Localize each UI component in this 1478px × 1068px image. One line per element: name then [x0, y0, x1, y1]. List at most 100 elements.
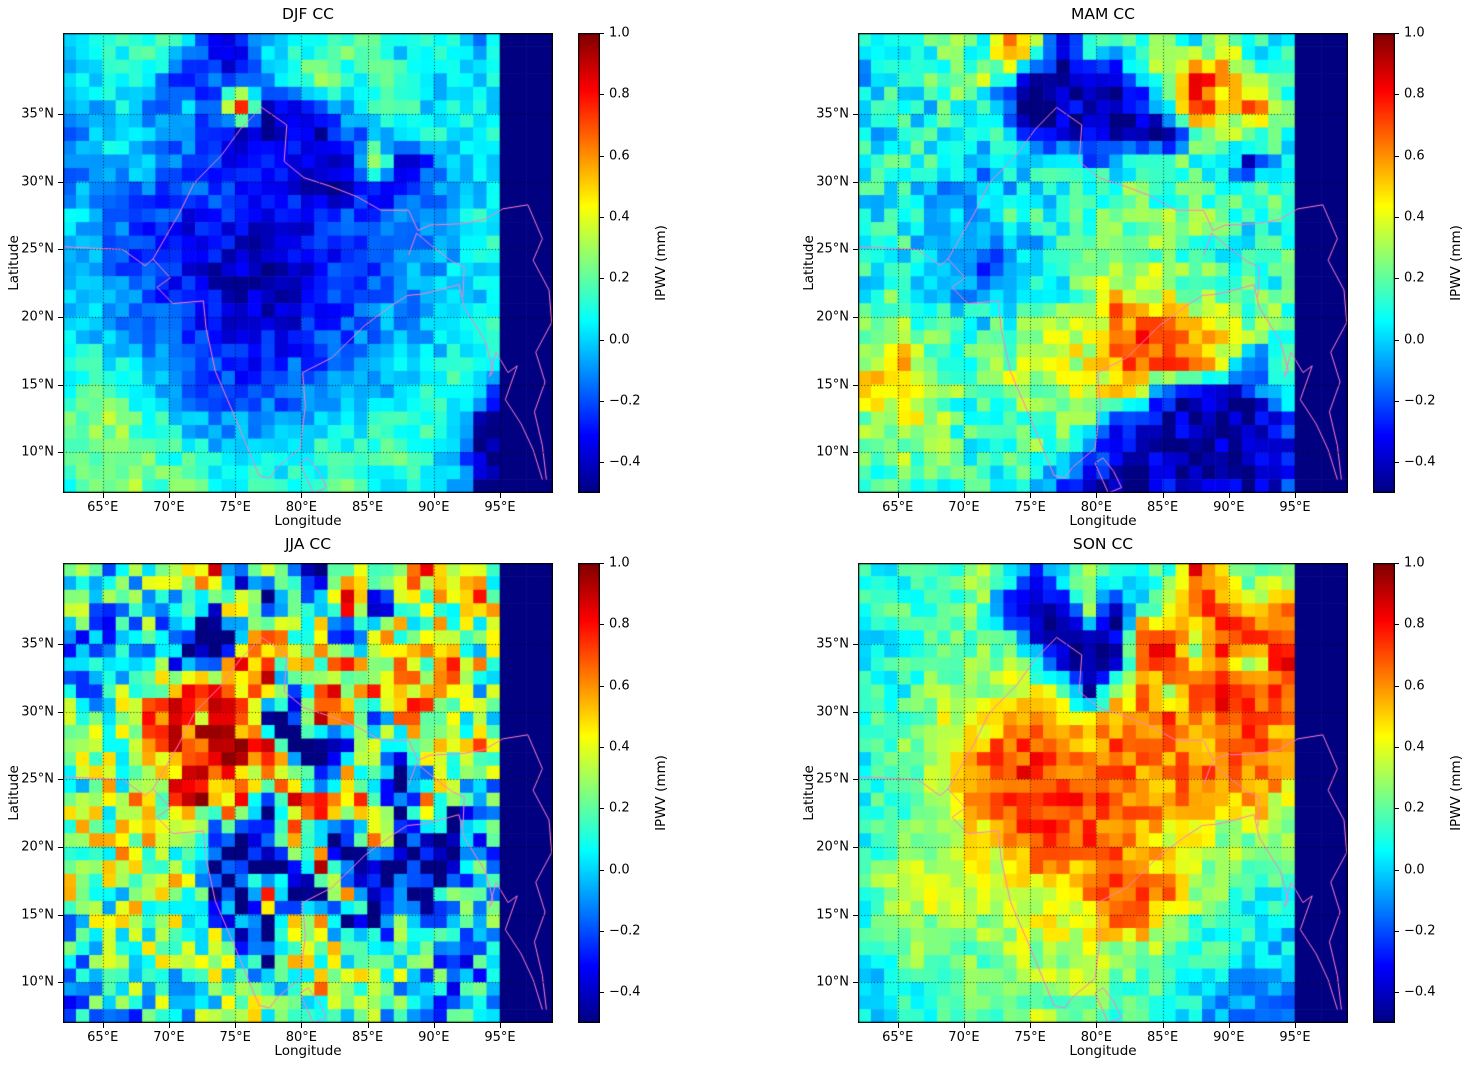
subplot-son: SON CC 35°N 30°N 25°N 20°N 15°N 10°N 65°E 70°E…	[801, 535, 1478, 1068]
x-tick-label: 75°E	[219, 500, 251, 515]
x-tick-mark	[1295, 1023, 1297, 1028]
y-tick-mark	[853, 249, 858, 251]
x-tick-label: 65°E	[87, 1030, 119, 1045]
x-tick-mark	[500, 493, 502, 498]
y-tick-label: 30°N	[21, 174, 54, 190]
y-tick-mark	[853, 982, 858, 984]
subplot-title-jja: JJA CC	[284, 535, 332, 553]
colorbar-gradient	[578, 563, 600, 1023]
colorbar-label: IPWV (mm)	[1448, 225, 1464, 301]
heatmap-canvas-jja	[63, 563, 553, 1023]
y-tick-mark	[58, 181, 63, 183]
y-tick-mark	[853, 711, 858, 713]
y-tick-label: 25°N	[21, 241, 54, 257]
colorbar-tick-mark	[600, 869, 604, 871]
y-tick-label: 35°N	[21, 636, 54, 652]
y-tick-mark	[58, 779, 63, 781]
colorbar-tick-mark	[600, 462, 604, 464]
x-tick-label: 70°E	[153, 500, 185, 515]
y-tick-mark	[853, 181, 858, 183]
colorbar-tick-mark	[600, 217, 604, 218]
x-tick-label: 80°E	[1080, 1030, 1113, 1045]
x-tick-mark	[367, 1023, 369, 1028]
colorbar-tick-label: 0.8	[1404, 86, 1425, 102]
colorbar-tick-label: 0.2	[1404, 270, 1425, 286]
y-tick-mark	[58, 384, 63, 386]
colorbar: 1.0 0.8 0.6 0.4 0.2 0.0 −0.2 −0.4 IPWV (mm)	[1373, 26, 1478, 493]
colorbar-ticks: 1.0 0.8 0.6 0.4 0.2 0.0 −0.2 −0.4	[600, 556, 664, 1023]
y-tick-label: 35°N	[21, 106, 54, 122]
colorbar-tick-label: 0.6	[609, 148, 630, 164]
colorbar-tick-label: −0.4	[1404, 984, 1436, 1000]
y-tick-label: 10°N	[816, 974, 849, 990]
y-tick-label: 35°N	[816, 636, 849, 652]
colorbar: 1.0 0.8 0.6 0.4 0.2 0.0 −0.2 −0.4 IPWV (mm)	[578, 26, 708, 493]
colorbar-tick-mark	[1395, 685, 1399, 687]
colorbar-ticks: 1.0 0.8 0.6 0.4 0.2 0.0 −0.2 −0.4	[1395, 26, 1459, 493]
y-tick-label: 25°N	[816, 241, 849, 257]
y-axis-label-wrap: Latitude	[801, 563, 817, 1023]
y-tick-label: 30°N	[816, 704, 849, 720]
colorbar-tick-mark	[1395, 563, 1399, 564]
x-tick-label: 85°E	[1146, 500, 1179, 515]
colorbar-tick-label: 0.4	[1404, 739, 1425, 755]
x-tick-mark	[301, 1023, 303, 1028]
colorbar-tick-label: 0.2	[1404, 800, 1425, 816]
x-tick-label: 70°E	[948, 500, 980, 515]
x-tick-mark	[897, 493, 899, 498]
x-axis-ticks: 65°E 70°E 75°E 80°E 85°E 90°E 95°E	[63, 1023, 553, 1053]
y-axis-label: Latitude	[801, 765, 817, 821]
y-tick-mark	[58, 644, 63, 646]
x-tick-mark	[433, 493, 435, 498]
x-axis-ticks: 65°E 70°E 75°E 80°E 85°E 90°E 95°E	[858, 493, 1348, 523]
colorbar-tick-label: 1.0	[1404, 555, 1425, 571]
colorbar-tick-mark	[600, 747, 604, 748]
y-tick-mark	[58, 114, 63, 116]
x-tick-mark	[1295, 493, 1297, 498]
colorbar-tick-mark	[600, 685, 604, 687]
x-axis-ticks: 65°E 70°E 75°E 80°E 85°E 90°E 95°E	[858, 1023, 1348, 1053]
colorbar-gradient	[1373, 563, 1395, 1023]
x-tick-mark	[102, 1023, 104, 1028]
x-tick-mark	[433, 1023, 435, 1028]
x-tick-label: 95°E	[484, 1030, 516, 1045]
colorbar-tick-mark	[1395, 278, 1399, 280]
colorbar-label-wrap: IPWV (mm)	[652, 33, 670, 493]
colorbar-tick-label: 1.0	[1404, 25, 1425, 41]
x-axis-ticks: 65°E 70°E 75°E 80°E 85°E 90°E 95°E	[63, 493, 553, 523]
heatmap-canvas-mam	[858, 33, 1348, 493]
colorbar-label-wrap: IPWV (mm)	[1447, 33, 1465, 493]
x-tick-label: 90°E	[418, 500, 450, 515]
colorbar-tick-label: 1.0	[609, 25, 630, 41]
y-tick-label: 15°N	[816, 907, 849, 923]
x-tick-label: 80°E	[1080, 500, 1113, 515]
colorbar-ticks: 1.0 0.8 0.6 0.4 0.2 0.0 −0.2 −0.4	[1395, 556, 1459, 1023]
x-tick-mark	[1096, 493, 1098, 498]
y-axis-ticks: 35°N 30°N 25°N 20°N 15°N 10°N	[5, 33, 63, 493]
colorbar-tick-label: −0.2	[609, 393, 641, 409]
x-tick-mark	[1228, 493, 1230, 498]
colorbar-tick-label: −0.4	[609, 984, 641, 1000]
y-axis-label-wrap: Latitude	[6, 563, 22, 1023]
x-tick-mark	[897, 1023, 899, 1028]
x-tick-label: 95°E	[1279, 500, 1311, 515]
x-tick-label: 90°E	[1213, 500, 1245, 515]
x-tick-mark	[235, 493, 237, 498]
colorbar-tick-mark	[600, 94, 604, 96]
colorbar-tick-mark	[600, 278, 604, 280]
x-tick-label: 75°E	[1014, 1030, 1046, 1045]
x-tick-label: 65°E	[87, 500, 119, 515]
subplot-mam: MAM CC 35°N 30°N 25°N 20°N 15°N 10°N 65°E 70°E…	[801, 5, 1478, 573]
colorbar-tick-label: −0.4	[609, 454, 641, 470]
y-tick-mark	[853, 317, 858, 319]
y-tick-mark	[853, 847, 858, 849]
x-tick-label: 85°E	[1146, 1030, 1179, 1045]
x-tick-mark	[1228, 1023, 1230, 1028]
y-tick-mark	[58, 452, 63, 454]
x-axis-label: Longitude	[1069, 1043, 1137, 1059]
colorbar-label: IPWV (mm)	[653, 225, 669, 301]
colorbar-tick-mark	[600, 931, 604, 932]
colorbar-gradient	[1373, 33, 1395, 493]
y-axis-ticks: 35°N 30°N 25°N 20°N 15°N 10°N	[800, 33, 858, 493]
